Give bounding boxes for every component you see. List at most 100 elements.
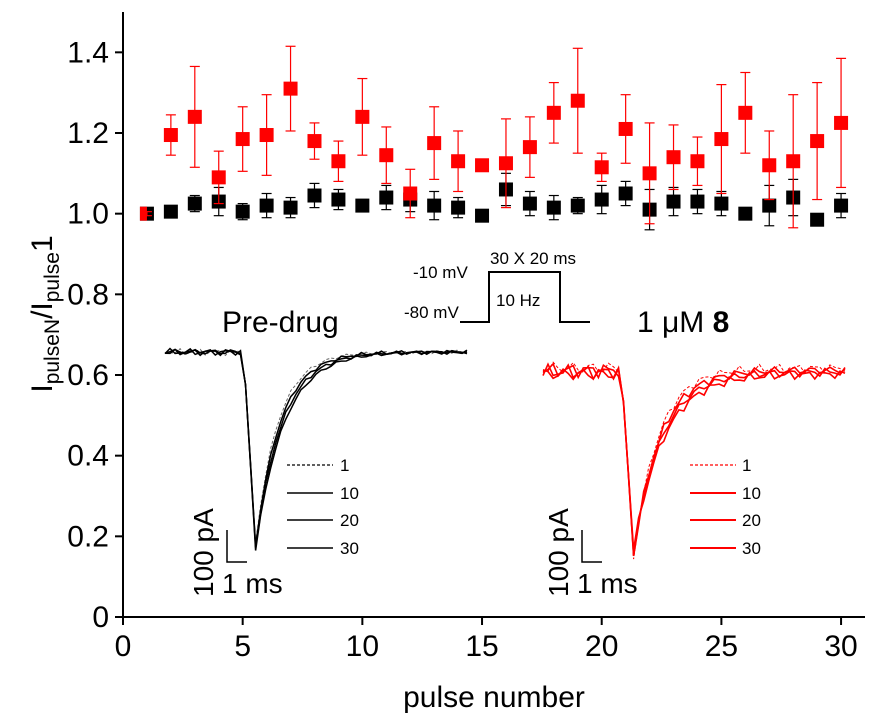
data-point bbox=[594, 160, 609, 175]
data-point bbox=[331, 192, 346, 207]
data-point bbox=[379, 190, 394, 205]
drug-title: 1 μM 8 bbox=[637, 306, 729, 339]
data-point bbox=[522, 196, 537, 211]
legend-label: 30 bbox=[340, 539, 359, 558]
x-tick-label: 20 bbox=[585, 630, 618, 663]
data-point bbox=[187, 109, 202, 124]
data-point bbox=[475, 158, 490, 173]
predrug-legend: 1 10 20 30 bbox=[287, 456, 359, 558]
data-point bbox=[738, 206, 753, 221]
data-point bbox=[714, 132, 729, 147]
data-point bbox=[259, 128, 274, 143]
data-point bbox=[355, 198, 370, 213]
data-point bbox=[714, 196, 729, 211]
data-point bbox=[834, 115, 849, 130]
data-point bbox=[738, 105, 753, 120]
x-tick-label: 5 bbox=[234, 630, 251, 663]
y-tick-label: 0.2 bbox=[67, 520, 109, 553]
data-point bbox=[498, 156, 513, 171]
y-axis-label: IpulseN/Ipulse1 bbox=[26, 235, 64, 392]
data-point bbox=[355, 109, 370, 124]
y-tick-label: 0.4 bbox=[67, 440, 109, 473]
series-1 bbox=[139, 45, 849, 229]
predrug-traces bbox=[164, 347, 468, 551]
y-tick-label: 0.6 bbox=[67, 359, 109, 392]
x-tick-label: 30 bbox=[824, 630, 857, 663]
drug-scale-bar bbox=[581, 530, 602, 563]
protocol-pulses: 30 X 20 ms bbox=[490, 249, 576, 268]
protocol-inset: -10 mV -80 mV 30 X 20 ms 10 Hz bbox=[404, 249, 590, 323]
data-point bbox=[379, 148, 394, 163]
legend-label: 10 bbox=[340, 484, 359, 503]
trace-line bbox=[164, 348, 468, 543]
data-point bbox=[187, 196, 202, 211]
legend-label: 1 bbox=[340, 456, 349, 475]
x-tick-label: 15 bbox=[465, 630, 498, 663]
predrug-scale-y: 100 pA bbox=[188, 508, 219, 597]
protocol-v2: -80 mV bbox=[404, 303, 459, 322]
x-tick-label: 25 bbox=[705, 630, 738, 663]
data-point bbox=[690, 154, 705, 169]
data-point bbox=[642, 166, 657, 181]
y-tick-label: 0 bbox=[92, 601, 109, 634]
axis-ticks: 0 5 10 15 20 25 30 0 0.2 0.4 0.6 0.8 1.0 1.2 1.4 bbox=[67, 36, 857, 663]
data-point bbox=[666, 194, 681, 209]
predrug-scale-x: 1 ms bbox=[222, 568, 283, 599]
data-point bbox=[522, 140, 537, 155]
data-point bbox=[235, 204, 250, 219]
data-point bbox=[570, 198, 585, 213]
data-point bbox=[451, 200, 466, 215]
data-point bbox=[163, 204, 178, 219]
trace-line bbox=[164, 348, 468, 548]
data-point bbox=[139, 206, 147, 221]
protocol-v1: -10 mV bbox=[413, 263, 468, 282]
data-point bbox=[618, 121, 633, 136]
drug-scale-x: 1 ms bbox=[577, 568, 638, 599]
data-point bbox=[786, 154, 801, 169]
legend-label: 10 bbox=[742, 484, 761, 503]
data-point bbox=[283, 200, 298, 215]
data-point bbox=[283, 81, 298, 96]
data-point bbox=[762, 158, 777, 173]
y-tick-label: 1.2 bbox=[67, 117, 109, 150]
protocol-waveform bbox=[460, 271, 590, 323]
legend-label: 20 bbox=[340, 511, 359, 530]
data-point bbox=[546, 200, 561, 215]
data-point bbox=[834, 198, 849, 213]
series-0 bbox=[139, 172, 849, 231]
data-point bbox=[163, 128, 178, 143]
data-point bbox=[211, 170, 226, 185]
data-point bbox=[403, 186, 418, 201]
data-point bbox=[810, 212, 825, 227]
trace-line bbox=[542, 362, 846, 556]
data-point bbox=[451, 154, 466, 169]
data-point bbox=[546, 105, 561, 120]
data-point bbox=[594, 192, 609, 207]
data-point bbox=[618, 186, 633, 201]
data-point bbox=[307, 188, 322, 203]
y-tick-label: 1.0 bbox=[67, 198, 109, 231]
data-point bbox=[427, 198, 442, 213]
drug-panel: 1 μM 8 1 10 20 30 100 pA 1 ms bbox=[542, 306, 846, 599]
data-point bbox=[235, 132, 250, 147]
legend-label: 1 bbox=[742, 456, 751, 475]
drug-traces bbox=[542, 361, 846, 560]
data-point bbox=[690, 194, 705, 209]
data-point bbox=[810, 134, 825, 149]
y-tick-label: 0.8 bbox=[67, 278, 109, 311]
predrug-title: Pre-drug bbox=[222, 306, 339, 339]
data-point bbox=[666, 150, 681, 165]
legend-label: 20 bbox=[742, 511, 761, 530]
predrug-scale-bar bbox=[226, 530, 247, 563]
data-series bbox=[139, 45, 849, 231]
y-tick-label: 1.4 bbox=[67, 36, 109, 69]
predrug-panel: Pre-drug 1 10 20 30 100 pA 1 ms bbox=[164, 306, 468, 599]
data-point bbox=[307, 134, 322, 149]
data-point bbox=[259, 198, 274, 213]
data-point bbox=[762, 198, 777, 213]
data-point bbox=[427, 136, 442, 151]
trace-line bbox=[164, 347, 468, 551]
drug-legend: 1 10 20 30 bbox=[690, 456, 761, 558]
trace-line bbox=[542, 362, 846, 557]
